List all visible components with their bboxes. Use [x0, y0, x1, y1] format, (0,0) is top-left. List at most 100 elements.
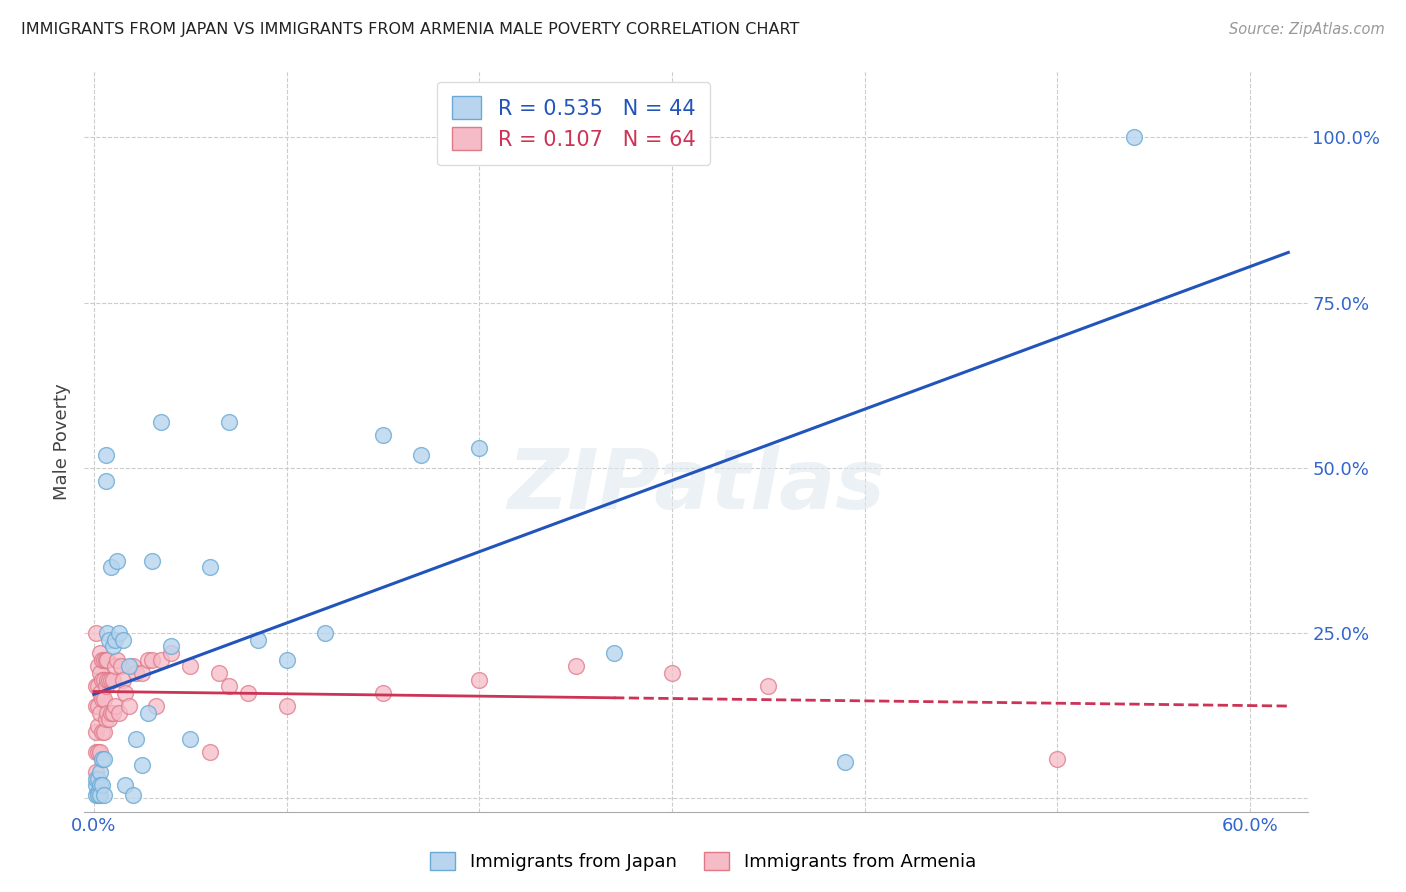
- Point: [121, 659, 143, 673]
- Point: [84, 725, 107, 739]
- Point: [276, 698, 298, 713]
- Point: [111, 632, 134, 647]
- Point: [141, 653, 163, 667]
- Text: IMMIGRANTS FROM JAPAN VS IMMIGRANTS FROM ARMENIA MALE POVERTY CORRELATION CHART: IMMIGRANTS FROM JAPAN VS IMMIGRANTS FROM…: [21, 22, 800, 37]
- Point: [125, 731, 148, 746]
- Point: [150, 415, 173, 429]
- Point: [246, 632, 269, 647]
- Point: [84, 772, 107, 786]
- Point: [208, 665, 231, 680]
- Point: [89, 706, 111, 720]
- Point: [93, 692, 115, 706]
- Point: [160, 640, 183, 654]
- Point: [411, 448, 433, 462]
- Point: [103, 706, 125, 720]
- Point: [84, 778, 107, 792]
- Point: [179, 659, 201, 673]
- Point: [276, 653, 298, 667]
- Point: [371, 428, 394, 442]
- Point: [603, 646, 626, 660]
- Legend: Immigrants from Japan, Immigrants from Armenia: Immigrants from Japan, Immigrants from A…: [423, 845, 983, 879]
- Point: [756, 679, 779, 693]
- Point: [87, 785, 110, 799]
- Point: [84, 788, 107, 802]
- Point: [100, 560, 122, 574]
- Point: [198, 745, 221, 759]
- Point: [145, 698, 167, 713]
- Point: [108, 706, 131, 720]
- Point: [104, 659, 127, 673]
- Point: [136, 706, 159, 720]
- Point: [89, 745, 111, 759]
- Point: [110, 659, 132, 673]
- Point: [1123, 130, 1146, 145]
- Point: [98, 632, 121, 647]
- Point: [105, 553, 128, 567]
- Point: [93, 673, 115, 687]
- Point: [89, 765, 111, 780]
- Point: [87, 719, 110, 733]
- Point: [87, 788, 110, 802]
- Point: [84, 679, 107, 693]
- Point: [96, 626, 118, 640]
- Point: [468, 673, 491, 687]
- Point: [103, 640, 125, 654]
- Point: [218, 679, 240, 693]
- Point: [96, 706, 118, 720]
- Point: [114, 686, 136, 700]
- Point: [89, 665, 111, 680]
- Point: [89, 646, 111, 660]
- Point: [661, 665, 683, 680]
- Point: [98, 712, 121, 726]
- Point: [105, 653, 128, 667]
- Point: [89, 778, 111, 792]
- Y-axis label: Male Poverty: Male Poverty: [53, 384, 72, 500]
- Point: [371, 686, 394, 700]
- Point: [141, 553, 163, 567]
- Point: [118, 698, 141, 713]
- Point: [90, 725, 112, 739]
- Point: [468, 441, 491, 455]
- Point: [121, 788, 143, 802]
- Point: [136, 653, 159, 667]
- Point: [114, 778, 136, 792]
- Point: [100, 673, 122, 687]
- Point: [564, 659, 586, 673]
- Point: [87, 772, 110, 786]
- Point: [96, 673, 118, 687]
- Point: [87, 745, 110, 759]
- Point: [111, 673, 134, 687]
- Point: [150, 653, 173, 667]
- Point: [87, 679, 110, 693]
- Point: [90, 752, 112, 766]
- Point: [93, 788, 115, 802]
- Point: [84, 765, 107, 780]
- Point: [94, 679, 117, 693]
- Point: [834, 755, 856, 769]
- Point: [89, 788, 111, 802]
- Point: [90, 673, 112, 687]
- Point: [198, 560, 221, 574]
- Point: [94, 653, 117, 667]
- Point: [98, 673, 121, 687]
- Legend: R = 0.535   N = 44, R = 0.107   N = 64: R = 0.535 N = 44, R = 0.107 N = 64: [437, 82, 710, 165]
- Text: Source: ZipAtlas.com: Source: ZipAtlas.com: [1229, 22, 1385, 37]
- Point: [84, 626, 107, 640]
- Point: [104, 632, 127, 647]
- Point: [90, 778, 112, 792]
- Point: [131, 758, 153, 772]
- Point: [94, 474, 117, 488]
- Point: [94, 712, 117, 726]
- Text: ZIPatlas: ZIPatlas: [508, 445, 884, 526]
- Point: [84, 745, 107, 759]
- Point: [118, 659, 141, 673]
- Point: [87, 659, 110, 673]
- Point: [87, 698, 110, 713]
- Point: [314, 626, 336, 640]
- Point: [125, 665, 148, 680]
- Point: [89, 686, 111, 700]
- Point: [104, 698, 127, 713]
- Point: [179, 731, 201, 746]
- Point: [160, 646, 183, 660]
- Point: [93, 725, 115, 739]
